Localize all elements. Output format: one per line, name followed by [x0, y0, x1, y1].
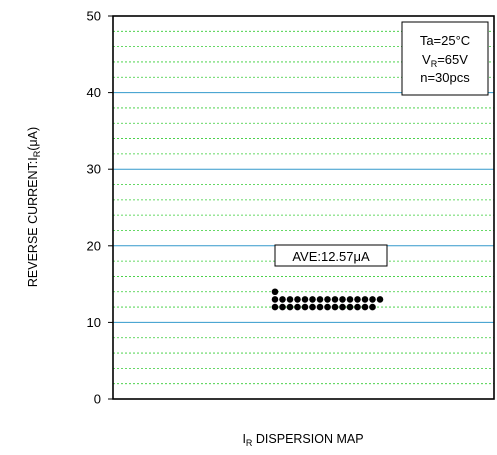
data-point	[271, 296, 279, 303]
data-point	[301, 296, 309, 303]
average-annotation-box	[274, 244, 388, 267]
data-point	[294, 303, 301, 311]
data-points	[271, 288, 384, 311]
data-point	[279, 303, 286, 311]
data-point	[279, 296, 286, 303]
y-tick-label: 0	[94, 392, 101, 407]
major-gridlines	[113, 92, 494, 323]
data-point	[361, 303, 369, 311]
data-point	[376, 296, 384, 303]
y-axis-ticks: 0 10 20 30 40 50	[87, 9, 113, 407]
data-point	[309, 296, 316, 303]
data-point	[361, 296, 369, 303]
legend-sample-count: n=30pcs	[420, 70, 470, 85]
data-point	[271, 303, 279, 311]
data-point	[331, 296, 339, 303]
data-point	[286, 303, 294, 311]
plot-area-frame	[112, 15, 495, 400]
y-tick-label: 40	[87, 85, 101, 100]
data-point	[354, 296, 361, 303]
legend-voltage: VR=65V	[422, 52, 468, 69]
data-point	[309, 303, 316, 311]
y-tick-label: 30	[87, 162, 101, 177]
data-point	[331, 303, 339, 311]
legend: Ta=25°C VR=65V n=30pcs	[401, 21, 489, 96]
x-axis-label: IR DISPERSION MAP	[242, 432, 363, 448]
average-annotation-text: AVE:12.57μA	[292, 249, 370, 264]
data-point	[369, 303, 376, 311]
data-point	[324, 303, 331, 311]
data-point	[301, 303, 309, 311]
y-tick-label: 10	[87, 315, 101, 330]
data-point	[369, 296, 376, 303]
data-point	[324, 296, 331, 303]
y-tick-label: 50	[87, 9, 101, 24]
data-point	[316, 303, 324, 311]
legend-temperature: Ta=25°C	[420, 33, 470, 48]
average-annotation: AVE:12.57μA	[274, 244, 388, 267]
data-point	[354, 303, 361, 311]
data-point	[286, 296, 294, 303]
legend-box	[401, 21, 489, 96]
data-point	[339, 296, 346, 303]
data-point	[294, 296, 301, 303]
data-point	[346, 303, 354, 311]
data-point	[316, 296, 324, 303]
data-point	[271, 288, 279, 296]
y-axis-label: REVERSE CURRENT:IR(μA)	[26, 127, 42, 287]
data-point	[346, 296, 354, 303]
data-point	[339, 303, 346, 311]
y-tick-label: 20	[87, 238, 101, 253]
